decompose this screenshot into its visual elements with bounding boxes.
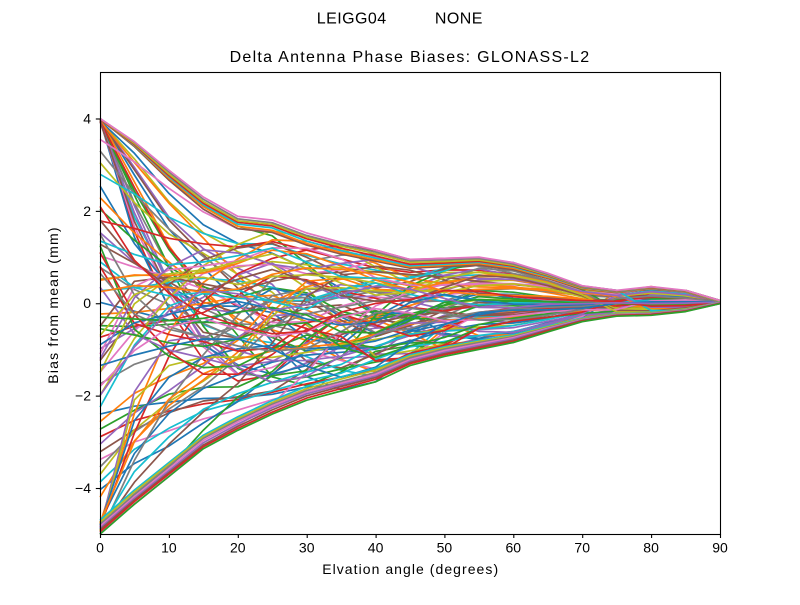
svg-text:0: 0	[96, 540, 104, 556]
svg-text:50: 50	[437, 540, 453, 556]
svg-text:Bias from mean (mm): Bias from mean (mm)	[45, 226, 61, 383]
svg-text:70: 70	[574, 540, 590, 556]
svg-text:60: 60	[506, 540, 522, 556]
svg-text:NONE: NONE	[435, 10, 483, 27]
svg-text:Elvation angle (degrees): Elvation angle (degrees)	[322, 561, 499, 577]
svg-text:20: 20	[230, 540, 246, 556]
svg-text:2: 2	[83, 203, 91, 219]
svg-text:LEIGG04: LEIGG04	[317, 10, 387, 27]
svg-text:0: 0	[83, 295, 91, 311]
svg-text:30: 30	[299, 540, 315, 556]
svg-text:40: 40	[368, 540, 384, 556]
svg-text:Delta Antenna Phase Biases: GL: Delta Antenna Phase Biases: GLONASS-L2	[230, 49, 591, 66]
svg-text:−2: −2	[75, 388, 91, 404]
svg-text:4: 4	[83, 111, 91, 127]
svg-text:80: 80	[643, 540, 659, 556]
svg-text:10: 10	[161, 540, 177, 556]
svg-text:−4: −4	[75, 480, 91, 496]
svg-text:90: 90	[712, 540, 728, 556]
